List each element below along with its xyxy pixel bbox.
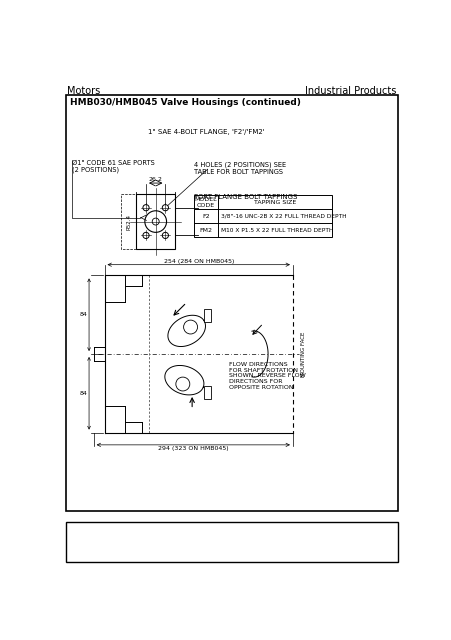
Text: MOUNTING FACE: MOUNTING FACE <box>300 332 305 377</box>
Text: Industrial Products: Industrial Products <box>304 86 395 96</box>
Text: 294 (323 ON HMB045): 294 (323 ON HMB045) <box>158 447 228 451</box>
Text: Staffa: Staffa <box>91 539 114 548</box>
Text: Issue  03/00: Issue 03/00 <box>325 553 376 562</box>
Bar <box>194 195 331 237</box>
Bar <box>120 194 136 249</box>
Bar <box>66 95 396 511</box>
Text: 1" SAE 4-BOLT FLANGE, 'F2'/'FM2': 1" SAE 4-BOLT FLANGE, 'F2'/'FM2' <box>147 129 264 135</box>
Text: FLOW DIRECTIONS
FOR SHAFT ROTATION
SHOWN. REVERSE FLOW
DIRECTIONS FOR
OPPOSITE R: FLOW DIRECTIONS FOR SHAFT ROTATION SHOWN… <box>228 362 304 390</box>
Text: HMB030/HMB045 Valve Housings (continued): HMB030/HMB045 Valve Housings (continued) <box>70 99 301 108</box>
Text: 4 HOLES (2 POSITIONS) SEE
TABLE FOR BOLT TAPPINGS: 4 HOLES (2 POSITIONS) SEE TABLE FOR BOLT… <box>194 161 286 175</box>
Bar <box>203 387 211 399</box>
Text: Hydraulic Products: Hydraulic Products <box>303 553 378 559</box>
Text: R52.4: R52.4 <box>126 214 131 230</box>
Text: M10 X P1.5 X 22 FULL THREAD DEPTH: M10 X P1.5 X 22 FULL THREAD DEPTH <box>220 228 332 233</box>
Text: M-1001/03.00: M-1001/03.00 <box>221 539 274 548</box>
Text: TAPPING SIZE: TAPPING SIZE <box>253 200 295 205</box>
Text: 26.2: 26.2 <box>148 177 162 182</box>
Text: Kawasaki: Kawasaki <box>314 544 366 554</box>
Text: 3/8"-16 UNC-2B X 22 FULL THREAD DEPTH: 3/8"-16 UNC-2B X 22 FULL THREAD DEPTH <box>220 214 345 219</box>
Bar <box>136 194 175 249</box>
Circle shape <box>162 205 168 211</box>
Bar <box>66 522 396 562</box>
Text: Motors: Motors <box>67 86 101 96</box>
Circle shape <box>152 218 159 225</box>
Bar <box>203 309 211 322</box>
Text: 84: 84 <box>79 312 87 317</box>
Text: 254 (284 ON HMB045): 254 (284 ON HMB045) <box>163 259 233 264</box>
Circle shape <box>144 211 166 232</box>
Text: 84: 84 <box>79 391 87 396</box>
Circle shape <box>143 232 149 239</box>
Text: 40.70: 40.70 <box>164 539 186 548</box>
Circle shape <box>143 205 149 211</box>
Text: MODEL
CODE: MODEL CODE <box>194 197 217 208</box>
Bar <box>342 524 354 538</box>
Circle shape <box>175 377 189 391</box>
Text: FM2: FM2 <box>199 228 212 233</box>
Text: Ø1" CODE 61 SAE PORTS
(2 POSITIONS): Ø1" CODE 61 SAE PORTS (2 POSITIONS) <box>72 160 154 173</box>
Bar <box>327 524 339 538</box>
Text: F2: F2 <box>202 214 209 219</box>
Text: Data Sheet: Data Sheet <box>226 528 269 537</box>
Circle shape <box>162 232 168 239</box>
Text: Page: Page <box>166 528 184 537</box>
Text: Model: Model <box>91 528 114 537</box>
Text: PORT FLANGE BOLT TAPPINGS: PORT FLANGE BOLT TAPPINGS <box>194 194 297 200</box>
Circle shape <box>183 320 197 334</box>
